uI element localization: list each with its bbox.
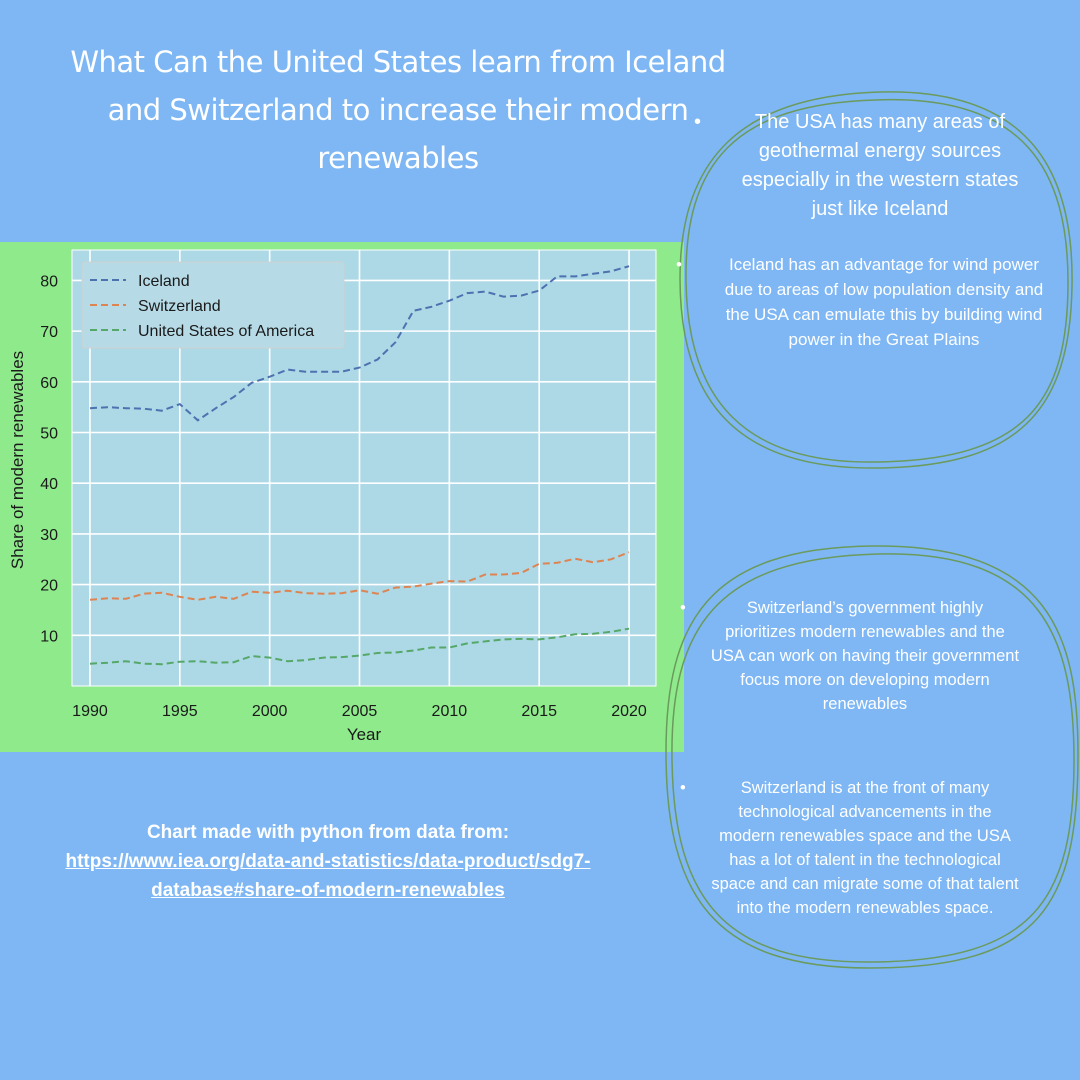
speech-bubble-bottom: • Switzerland’s government highly priori… [664,540,1080,970]
legend-label: United States of America [138,323,314,340]
series-line [89,627,630,666]
y-tick-label: 70 [40,324,58,341]
page-title: What Can the United States learn from Ic… [70,45,726,175]
y-tick-label: 30 [40,527,58,544]
source-link[interactable]: https://www.iea.org/data-and-statistics/… [65,851,591,901]
x-axis-label: Year [347,725,382,744]
x-tick-label: 1995 [162,703,198,720]
bubble-outline [679,91,1073,469]
y-tick-label: 20 [40,578,58,595]
source-label: Chart made with python from data from: [146,822,510,843]
x-tick-label: 2020 [611,703,647,720]
bubble-bottom-list: • Switzerland’s government highly priori… [664,596,1080,920]
source-note: Chart made with python from data from: h… [60,818,596,905]
speech-bubble-top: • The USA has many areas of geothermal e… [676,82,1076,472]
y-tick-label: 50 [40,426,58,443]
series-line [89,265,630,422]
x-tick-label: 2015 [521,703,557,720]
legend-label: Iceland [138,273,190,290]
bubble-top-list: • The USA has many areas of geothermal e… [676,108,1076,352]
x-tick-label: 2005 [342,703,378,720]
x-tick-label: 2010 [432,703,468,720]
y-axis-label: Share of modern renewables [8,351,27,569]
y-tick-label: 80 [40,273,58,290]
list-item: • Switzerland’s government highly priori… [680,599,1020,713]
series-line [89,551,630,601]
y-tick-label: 40 [40,476,58,493]
list-item: • Iceland has an advantage for wind powe… [676,255,1044,349]
list-item: • The USA has many areas of geothermal e… [694,111,1019,220]
y-tick-label: 60 [40,375,58,392]
x-tick-label: 2000 [252,703,288,720]
x-tick-label: 1990 [72,703,108,720]
line-chart: 1990 1995 2000 2005 2010 2015 2020 10 20 30 40 50 60… [8,249,657,744]
bubble-outline [665,545,1079,969]
legend-box [81,261,345,349]
y-tick-label: 10 [40,628,58,645]
legend-label: Switzerland [138,298,221,315]
list-item: • Switzerland is at the front of many te… [680,779,1019,917]
chart-frame: 1990 1995 2000 2005 2010 2015 2020 10 20 30 40 50 60… [0,242,684,752]
